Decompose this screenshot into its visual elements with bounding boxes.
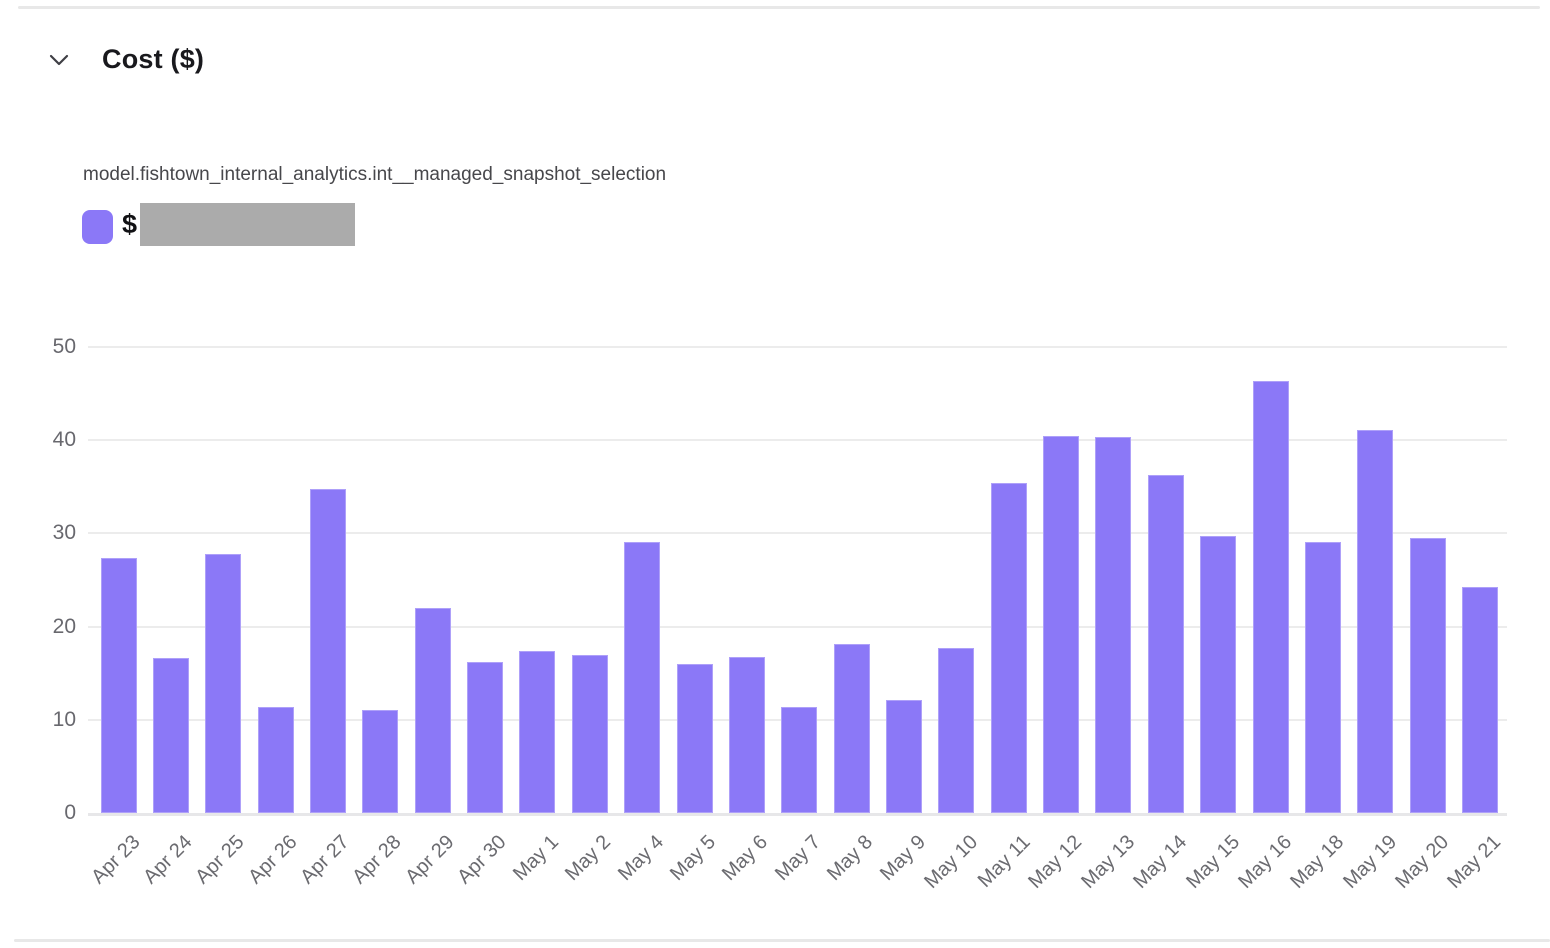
legend-dollar-prefix: $: [122, 209, 138, 239]
bar-may-1[interactable]: [519, 650, 556, 813]
gridline-y40: [88, 439, 1507, 442]
x-axis-line: [88, 813, 1507, 816]
bar-apr-29[interactable]: [414, 607, 451, 813]
y-tick-label: 40: [52, 428, 76, 452]
bar-may-20[interactable]: [1409, 538, 1446, 813]
x-tick-label: May 5: [666, 831, 721, 886]
bar-may-9[interactable]: [885, 700, 922, 813]
x-tick-label: May 20: [1391, 831, 1454, 893]
y-tick-label: 0: [64, 801, 76, 824]
bar-may-5[interactable]: [676, 663, 713, 813]
x-tick-label: May 7: [770, 831, 825, 886]
x-tick-label: May 15: [1181, 831, 1244, 893]
bar-may-15[interactable]: [1200, 536, 1237, 813]
bottom-divider: [14, 939, 1550, 942]
x-tick-label: Apr 30: [453, 831, 511, 889]
y-tick-label: 10: [52, 707, 76, 731]
bar-may-11[interactable]: [990, 483, 1027, 813]
x-tick-label: May 1: [508, 831, 563, 886]
x-tick-label: May 21: [1443, 831, 1506, 893]
x-tick-label: May 18: [1286, 831, 1349, 893]
series-title: model.fishtown_internal_analytics.int__m…: [83, 164, 667, 185]
bar-may-7[interactable]: [781, 706, 818, 813]
x-tick-label: May 10: [919, 831, 982, 893]
bar-apr-28[interactable]: [362, 710, 399, 813]
x-tick-label: Apr 24: [139, 831, 197, 889]
section-header: Cost ($): [49, 44, 204, 75]
x-tick-label: May 16: [1234, 831, 1297, 893]
y-tick-label: 20: [52, 614, 76, 638]
bar-apr-27[interactable]: [309, 488, 346, 813]
x-tick-label: Apr 28: [348, 831, 406, 889]
x-tick-label: Apr 25: [191, 831, 249, 889]
bar-may-12[interactable]: [1043, 435, 1080, 813]
bar-may-16[interactable]: [1252, 380, 1289, 813]
bar-may-14[interactable]: [1147, 474, 1184, 813]
x-tick-label: May 4: [613, 831, 668, 886]
bar-apr-23[interactable]: [100, 557, 137, 813]
gridline-y50: [88, 346, 1507, 348]
legend-item[interactable]: $: [82, 203, 356, 246]
y-tick-label: 30: [52, 521, 76, 545]
x-tick-label: May 19: [1338, 831, 1401, 893]
bar-may-13[interactable]: [1095, 437, 1132, 813]
x-tick-label: May 11: [973, 831, 1035, 892]
gridline-y20: [88, 625, 1507, 628]
x-tick-label: May 2: [561, 831, 616, 886]
bar-may-4[interactable]: [624, 541, 661, 813]
y-tick-label: 50: [52, 335, 76, 358]
bar-apr-30[interactable]: [467, 662, 504, 813]
legend-swatch: [82, 209, 113, 244]
x-tick-label: Apr 29: [401, 831, 459, 889]
legend-value-redacted: [140, 203, 356, 246]
bar-apr-24[interactable]: [152, 658, 189, 813]
bar-may-8[interactable]: [833, 644, 870, 813]
x-tick-label: May 8: [823, 831, 878, 886]
chevron-down-icon[interactable]: [49, 53, 69, 67]
bar-apr-26[interactable]: [257, 706, 294, 813]
x-tick-label: May 13: [1077, 831, 1139, 893]
x-tick-label: Apr 27: [296, 831, 354, 889]
x-tick-label: May 12: [1024, 831, 1087, 893]
x-tick-label: May 6: [718, 831, 773, 886]
bar-apr-25[interactable]: [205, 553, 242, 813]
x-tick-label: May 14: [1129, 831, 1192, 893]
x-tick-label: Apr 26: [243, 831, 302, 889]
bar-may-18[interactable]: [1304, 541, 1341, 813]
gridline-y30: [88, 532, 1507, 535]
top-divider: [18, 6, 1540, 9]
x-tick-label: Apr 23: [86, 831, 145, 889]
bar-may-21[interactable]: [1461, 586, 1498, 813]
bar-may-10[interactable]: [938, 648, 975, 813]
section-title: Cost ($): [102, 44, 205, 74]
bar-may-19[interactable]: [1357, 429, 1394, 813]
bar-may-6[interactable]: [728, 657, 765, 813]
bar-may-2[interactable]: [571, 655, 608, 813]
